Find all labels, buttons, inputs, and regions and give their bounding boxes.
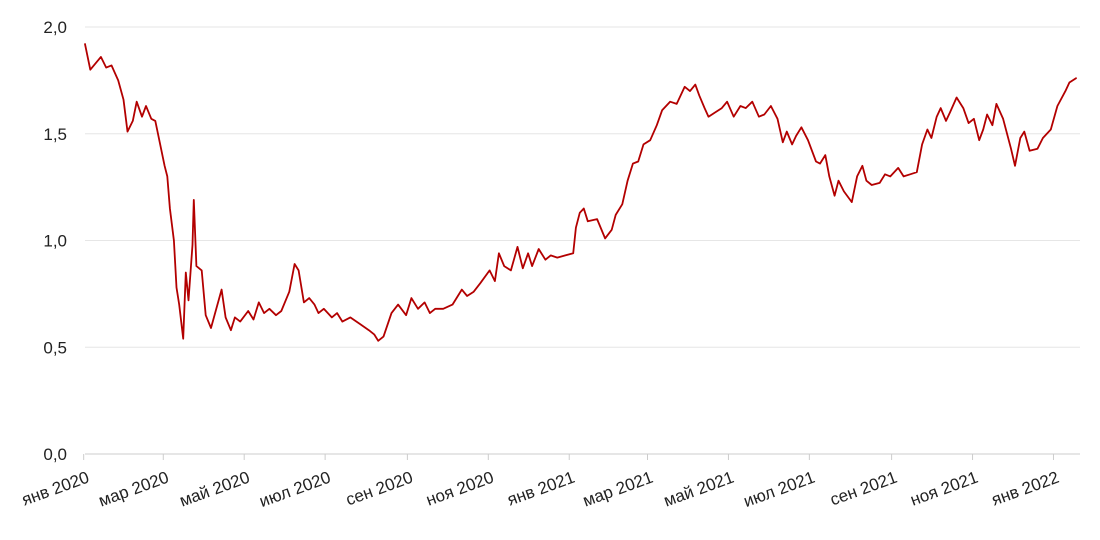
x-tick-label: ноя 2021 [908, 468, 981, 510]
series-line-0 [84, 43, 1077, 342]
y-tick-label: 1,5 [43, 125, 67, 144]
x-tick-label: июл 2020 [257, 468, 333, 511]
x-tick-label: мар 2021 [580, 468, 655, 511]
x-tick-label: мар 2020 [96, 468, 171, 511]
x-tick-label: сен 2021 [827, 468, 899, 510]
grid-lines [85, 26, 1080, 455]
y-axis-tick-labels: 0,0 0,5 1,0 1,5 2,0 [43, 18, 67, 464]
x-tick-label: янв 2021 [505, 468, 577, 510]
x-tick-label: май 2021 [661, 468, 736, 511]
x-tick-label: сен 2020 [343, 468, 415, 510]
x-tick-label: май 2020 [177, 468, 252, 511]
series-group [84, 43, 1077, 342]
y-tick-label: 1,0 [43, 232, 67, 251]
x-axis-tick-labels: янв 2020 мар 2020 май 2020 июл 2020 сен 2020… [19, 454, 1061, 511]
x-tick-label: ноя 2020 [423, 468, 496, 510]
y-tick-label: 0,5 [43, 338, 67, 357]
x-tick-label: янв 2022 [989, 468, 1061, 510]
x-tick-label: июл 2021 [741, 468, 817, 511]
y-tick-label: 2,0 [43, 18, 67, 37]
x-tick-label: янв 2020 [19, 468, 91, 510]
y-tick-label: 0,0 [43, 445, 67, 464]
